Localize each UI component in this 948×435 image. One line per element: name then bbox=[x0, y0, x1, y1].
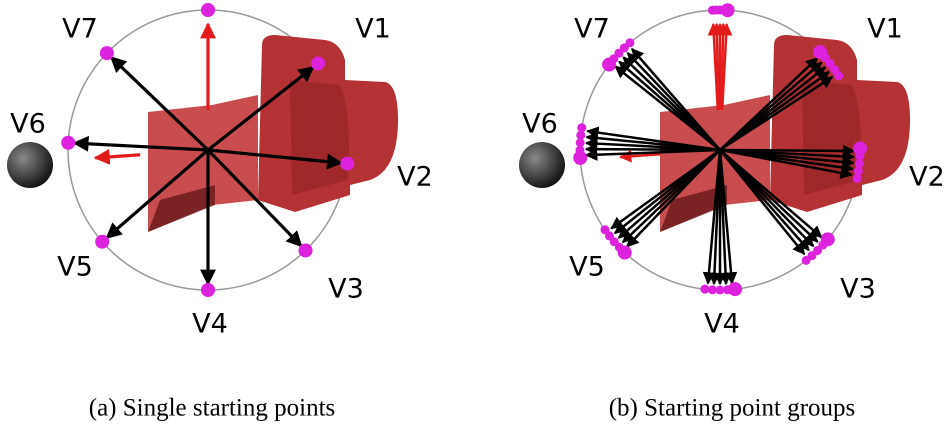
view-label: V2 bbox=[909, 162, 945, 193]
start-point bbox=[577, 123, 586, 132]
figure: V1 V2 V3 V4 V5 V6 V7 (a) Single starting points… bbox=[0, 0, 948, 435]
panel: V1 V2 V3 V4 V5 V6 V7 (a) Single starting points bbox=[7, 3, 433, 422]
view-label: V7 bbox=[62, 14, 98, 45]
start-point bbox=[834, 71, 843, 80]
sphere-obstacle bbox=[519, 142, 565, 188]
red-arrow bbox=[95, 155, 140, 158]
start-point bbox=[600, 225, 609, 234]
start-point bbox=[802, 256, 811, 265]
view-label: V6 bbox=[522, 109, 558, 140]
view-label: V5 bbox=[57, 252, 93, 283]
start-point bbox=[61, 136, 75, 150]
start-point bbox=[721, 3, 735, 17]
start-point bbox=[100, 46, 114, 60]
view-label: V3 bbox=[328, 274, 364, 305]
object-side bbox=[802, 80, 861, 195]
start-point bbox=[340, 157, 354, 171]
view-label: V6 bbox=[10, 109, 46, 140]
start-point bbox=[853, 174, 862, 183]
start-point bbox=[95, 235, 109, 249]
view-label: V2 bbox=[397, 162, 433, 193]
view-label: V1 bbox=[355, 14, 391, 45]
panel: V1 V2 V3 V4 V5 V6 V7 (b) Starting point groups bbox=[519, 3, 945, 422]
object bbox=[148, 35, 398, 232]
object-side bbox=[290, 80, 349, 195]
view-label: V7 bbox=[574, 14, 610, 45]
start-point bbox=[299, 243, 313, 257]
sphere-obstacle bbox=[7, 142, 53, 188]
start-point bbox=[201, 3, 215, 17]
start-point bbox=[625, 38, 634, 47]
caption: (a) Single starting points bbox=[89, 395, 336, 422]
view-label: V4 bbox=[192, 309, 228, 340]
caption: (b) Starting point groups bbox=[609, 395, 856, 422]
start-point bbox=[201, 283, 215, 297]
view-label: V5 bbox=[569, 252, 605, 283]
view-label: V3 bbox=[840, 274, 876, 305]
view-label: V1 bbox=[867, 14, 903, 45]
start-point bbox=[311, 56, 325, 70]
view-label: V4 bbox=[704, 309, 740, 340]
start-point bbox=[700, 285, 709, 294]
